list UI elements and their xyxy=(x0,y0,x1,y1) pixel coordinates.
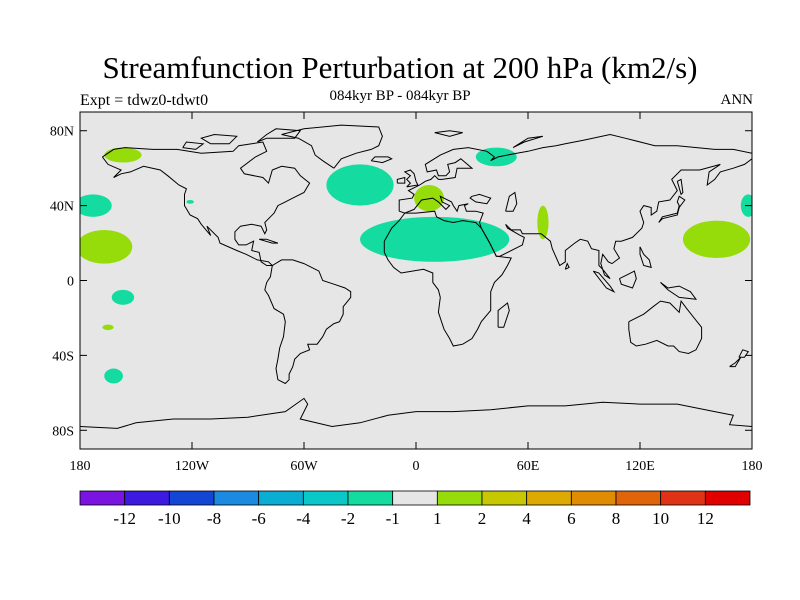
colorbar-swatch xyxy=(258,490,304,506)
season-label: ANN xyxy=(720,92,754,108)
coastline xyxy=(497,302,510,328)
lat-tick-label: 40S xyxy=(52,349,74,364)
anomaly-shading xyxy=(80,147,752,384)
coastline xyxy=(619,270,637,289)
lon-tick-label: 0 xyxy=(413,459,420,474)
colorbar-label: -8 xyxy=(207,509,221,528)
plot-title: Streamfunction Perturbation at 200 hPa (… xyxy=(102,50,698,85)
colorbar-label: 4 xyxy=(522,509,531,528)
colorbar-swatch xyxy=(392,490,438,506)
anomaly-region xyxy=(104,147,142,163)
colorbar-swatch xyxy=(526,490,572,506)
coastlines xyxy=(80,124,752,429)
map-panel: 80N 40N 0 40S 80S 180 120W 60W 0 60E 120E 180 xyxy=(50,111,763,474)
colorbar-swatch xyxy=(704,490,751,506)
coastline xyxy=(101,141,311,266)
anomaly-region xyxy=(104,368,123,384)
lon-tick-label: 120E xyxy=(625,459,655,474)
colorbar-label: -10 xyxy=(158,509,181,528)
coastline xyxy=(200,133,238,145)
coastline xyxy=(469,193,492,205)
colorbar-swatch xyxy=(79,490,126,506)
coastline xyxy=(564,262,570,270)
colorbar-label: -12 xyxy=(113,509,136,528)
colorbar-label: -4 xyxy=(296,509,311,528)
colorbar-label: 2 xyxy=(478,509,487,528)
lon-tick-label: 180 xyxy=(70,459,91,474)
coastline xyxy=(256,128,302,143)
coastline xyxy=(676,178,684,196)
coastline xyxy=(182,141,205,150)
anomaly-region xyxy=(475,147,517,167)
lon-tick-label: 60W xyxy=(290,459,318,474)
anomaly-region xyxy=(80,194,112,217)
colorbar-label: -1 xyxy=(386,509,400,528)
coastline xyxy=(639,246,652,269)
colorbar-swatch xyxy=(615,490,662,506)
colorbar-swatch xyxy=(302,490,349,506)
coastline xyxy=(592,270,616,293)
coastline xyxy=(403,169,419,188)
colorbar-swatch xyxy=(481,490,528,506)
lon-tick-label: 60E xyxy=(517,459,540,474)
lat-tick-label: 0 xyxy=(67,275,74,290)
coastline xyxy=(370,156,393,164)
anomaly-region xyxy=(186,199,194,204)
coastline xyxy=(738,349,750,358)
coastline xyxy=(512,135,544,149)
coastline xyxy=(658,195,686,223)
coastline xyxy=(628,299,703,355)
lat-tick-label: 80N xyxy=(50,125,74,140)
anomaly-region xyxy=(360,216,510,262)
colorbar-swatch xyxy=(213,490,260,506)
colorbar-label: -6 xyxy=(252,509,266,528)
lon-tick-label: 120W xyxy=(175,459,210,474)
colorbar-label: -2 xyxy=(341,509,355,528)
anomaly-region xyxy=(80,229,133,264)
map-background xyxy=(80,112,752,449)
coastline xyxy=(259,238,279,244)
coastline xyxy=(80,397,752,429)
colorbar-swatch xyxy=(436,490,483,506)
coastline xyxy=(281,124,383,169)
anomaly-region xyxy=(537,205,549,240)
colorbar-label: 1 xyxy=(433,509,442,528)
lat-tick-label: 40N xyxy=(50,200,74,215)
lon-tick-label: 180 xyxy=(742,459,763,474)
coastline xyxy=(434,130,463,137)
anomaly-region xyxy=(102,324,114,331)
colorbar-label: 10 xyxy=(652,509,669,528)
coastline xyxy=(505,191,518,212)
colorbar-label: 6 xyxy=(567,509,576,528)
colorbar-swatch xyxy=(347,490,394,506)
experiment-label: Expt = tdwz0-tdwt0 xyxy=(80,92,209,109)
anomaly-region xyxy=(682,220,751,259)
coastline xyxy=(396,176,406,184)
colorbar-swatch xyxy=(660,490,706,506)
coastline xyxy=(264,259,352,385)
colorbar-swatch xyxy=(124,490,170,506)
plot-subtitle: 084kyr BP - 084kyr BP xyxy=(329,88,471,104)
colorbar-label: 12 xyxy=(697,509,714,528)
coastline xyxy=(660,281,698,300)
anomaly-region xyxy=(326,164,394,206)
lat-tick-label: 80S xyxy=(52,424,74,439)
anomaly-region xyxy=(111,289,135,305)
colorbar: -12 -10 -8 -6 -4 -2 -1 1 2 4 6 8 10 12 xyxy=(79,490,751,528)
colorbar-swatch xyxy=(168,490,215,506)
colorbar-label: 8 xyxy=(612,509,621,528)
coastline xyxy=(383,210,512,347)
anomaly-region xyxy=(414,185,445,212)
coastline xyxy=(729,356,742,368)
coastline xyxy=(398,133,752,280)
colorbar-swatch xyxy=(570,490,617,506)
